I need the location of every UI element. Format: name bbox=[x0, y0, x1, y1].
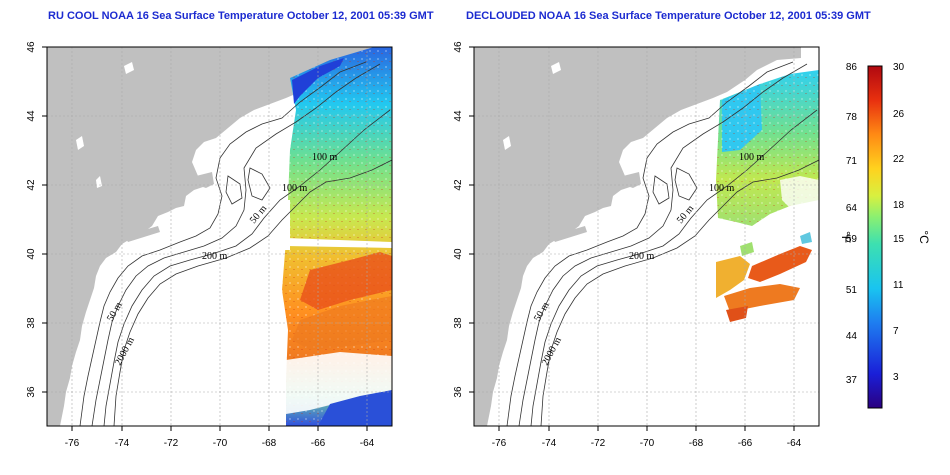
y-tick-label: 44 bbox=[453, 110, 464, 122]
celsius-tick-label: 15 bbox=[893, 234, 905, 245]
fahrenheit-tick-label: 44 bbox=[846, 331, 858, 342]
fahrenheit-tick-label: 71 bbox=[846, 156, 858, 167]
lake bbox=[76, 136, 84, 150]
contour-label: 200 m bbox=[629, 251, 655, 262]
contour-label: 100 m bbox=[709, 183, 735, 194]
celsius-tick-label: 22 bbox=[893, 154, 905, 165]
graticule bbox=[47, 47, 392, 426]
lake bbox=[551, 62, 561, 74]
left-y-axis bbox=[42, 46, 47, 393]
x-tick-label: -72 bbox=[164, 438, 179, 449]
right-x-tick-labels: -76 -74 -72 -70 -68 -66 -64 bbox=[492, 438, 802, 449]
contour-label: 100 m bbox=[739, 152, 765, 163]
colorbar-fahrenheit-ticks: 86 78 71 64 59 51 44 37 bbox=[846, 62, 858, 386]
graticule bbox=[474, 47, 819, 426]
right-map-panel: 100 m 100 m 50 m 200 m 50 m 2000 m bbox=[474, 47, 819, 426]
x-tick-label: -64 bbox=[787, 438, 802, 449]
long-island bbox=[551, 226, 587, 242]
contour-label: 100 m bbox=[312, 152, 338, 163]
fahrenheit-tick-label: 86 bbox=[846, 62, 858, 73]
left-x-tick-labels: -76 -74 -72 -70 -68 -66 -64 bbox=[65, 438, 375, 449]
sst-swath bbox=[716, 70, 819, 322]
y-tick-label: 36 bbox=[453, 386, 464, 398]
celsius-unit-label: °C bbox=[917, 230, 931, 244]
x-tick-label: -74 bbox=[542, 438, 557, 449]
contour-label: 2000 m bbox=[540, 335, 564, 367]
left-map-panel: 100 m 100 m 50 m 200 m 50 m 2000 m bbox=[47, 47, 392, 426]
x-tick-label: -64 bbox=[360, 438, 375, 449]
celsius-tick-label: 30 bbox=[893, 62, 905, 73]
contour-label: 50 m bbox=[248, 203, 270, 226]
fahrenheit-tick-label: 64 bbox=[846, 203, 858, 214]
celsius-tick-label: 3 bbox=[893, 372, 899, 383]
contour-label: 100 m bbox=[282, 183, 308, 194]
fahrenheit-tick-label: 37 bbox=[846, 375, 858, 386]
celsius-tick-label: 26 bbox=[893, 109, 905, 120]
celsius-tick-label: 11 bbox=[893, 280, 904, 291]
x-tick-label: -70 bbox=[640, 438, 655, 449]
celsius-tick-label: 18 bbox=[893, 200, 905, 211]
right-map-title: DECLOUDED NOAA 16 Sea Surface Temperatur… bbox=[466, 10, 871, 22]
left-x-axis bbox=[71, 426, 368, 431]
long-island bbox=[124, 226, 160, 242]
right-y-tick-labels: 46 44 42 40 38 36 bbox=[453, 41, 464, 398]
x-tick-label: -66 bbox=[311, 438, 326, 449]
y-tick-label: 36 bbox=[26, 386, 37, 398]
celsius-tick-label: 7 bbox=[893, 326, 899, 337]
sst-swath bbox=[282, 47, 392, 426]
colorbar: 86 78 71 64 59 51 44 37 30 26 22 18 15 1… bbox=[839, 62, 931, 409]
lake bbox=[503, 136, 511, 150]
y-tick-label: 40 bbox=[453, 248, 464, 260]
y-tick-label: 38 bbox=[453, 317, 464, 329]
x-tick-label: -66 bbox=[738, 438, 753, 449]
left-y-tick-labels: 46 44 42 40 38 36 bbox=[26, 41, 37, 398]
cape-cod bbox=[196, 172, 214, 188]
land-mass bbox=[47, 47, 374, 426]
right-y-axis bbox=[469, 46, 474, 393]
y-tick-label: 42 bbox=[26, 179, 37, 191]
colorbar-gradient bbox=[867, 65, 883, 409]
fahrenheit-tick-label: 59 bbox=[846, 234, 858, 245]
x-tick-label: -68 bbox=[262, 438, 277, 449]
left-map-title: RU COOL NOAA 16 Sea Surface Temperature … bbox=[48, 10, 434, 22]
contour-label: 2000 m bbox=[113, 335, 137, 367]
bathymetry-contours bbox=[506, 61, 819, 426]
contour-label: 200 m bbox=[202, 251, 228, 262]
y-tick-label: 38 bbox=[26, 317, 37, 329]
y-tick-label: 46 bbox=[453, 41, 464, 53]
fahrenheit-unit-label: °F bbox=[839, 231, 853, 243]
y-tick-label: 44 bbox=[26, 110, 37, 122]
land-mass bbox=[474, 47, 801, 426]
fahrenheit-tick-label: 51 bbox=[846, 285, 858, 296]
x-tick-label: -74 bbox=[115, 438, 130, 449]
fahrenheit-tick-label: 78 bbox=[846, 112, 858, 123]
right-x-axis bbox=[498, 426, 795, 431]
x-tick-label: -76 bbox=[492, 438, 507, 449]
y-tick-label: 40 bbox=[26, 248, 37, 260]
cape-cod bbox=[623, 172, 641, 188]
contour-label: 50 m bbox=[675, 203, 697, 226]
x-tick-label: -76 bbox=[65, 438, 80, 449]
colorbar-celsius-ticks: 30 26 22 18 15 11 7 3 bbox=[893, 62, 905, 383]
lake bbox=[124, 62, 134, 74]
y-tick-label: 46 bbox=[26, 41, 37, 53]
x-tick-label: -72 bbox=[591, 438, 606, 449]
bathymetry-contours bbox=[79, 61, 392, 426]
x-tick-label: -70 bbox=[213, 438, 228, 449]
x-tick-label: -68 bbox=[689, 438, 704, 449]
y-tick-label: 42 bbox=[453, 179, 464, 191]
